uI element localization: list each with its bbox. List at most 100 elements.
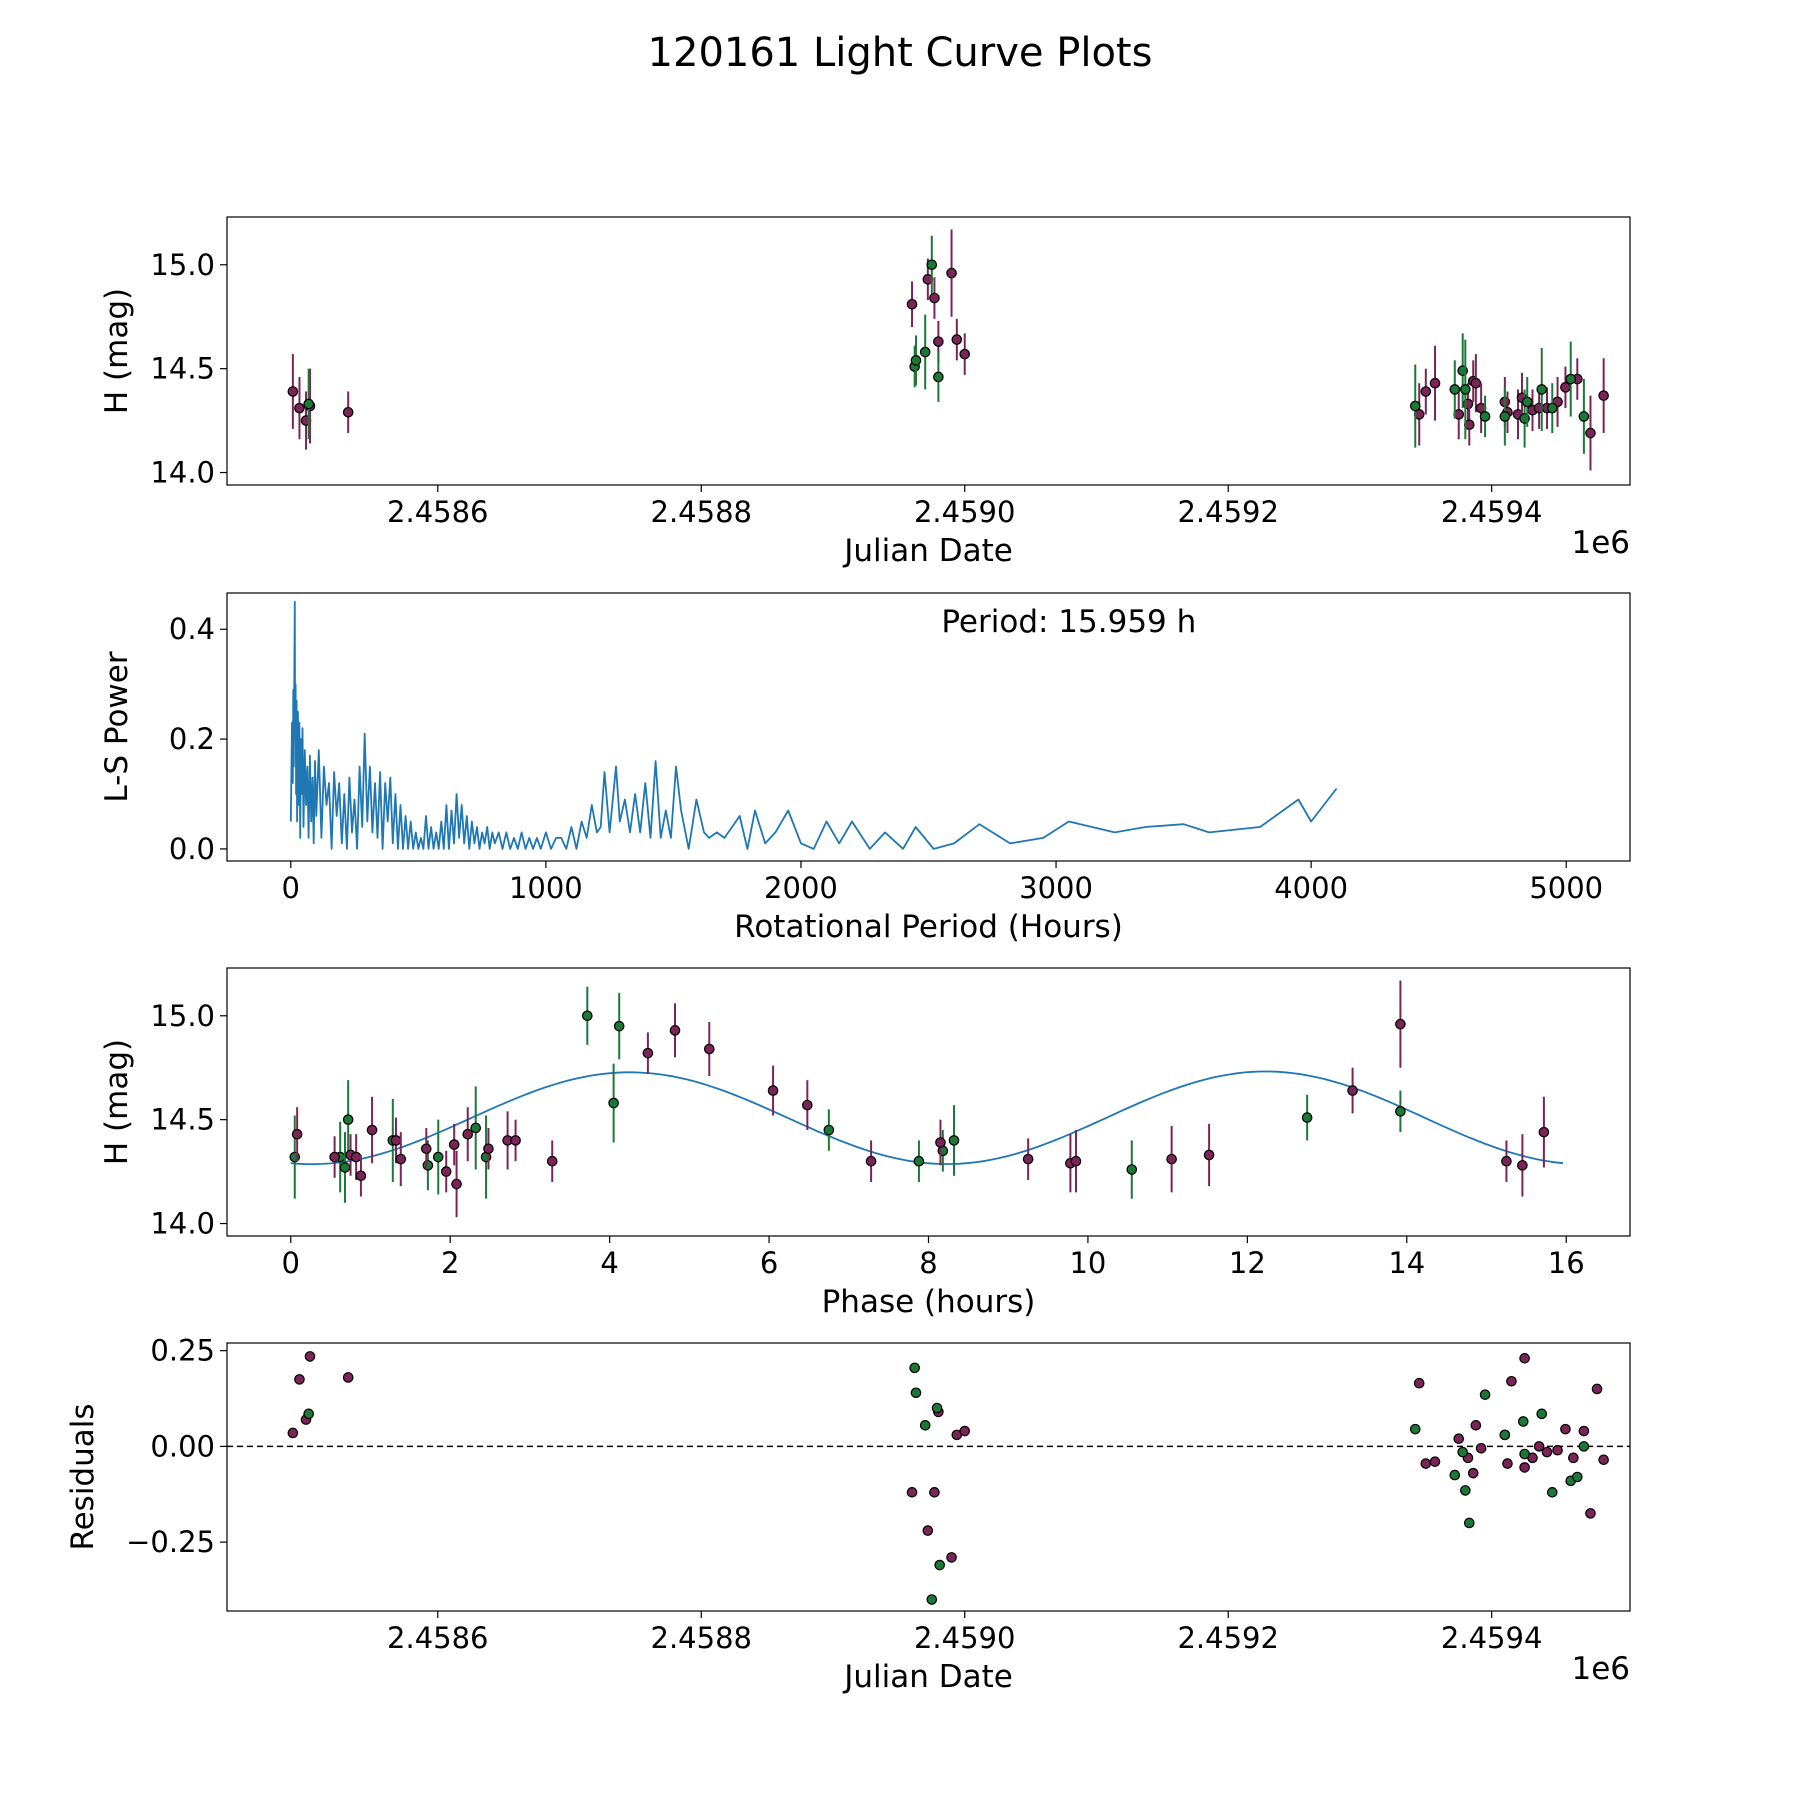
- periodogram-x-axis-label: Rotational Period (Hours): [734, 909, 1123, 945]
- phased-point-green: [339, 1162, 351, 1173]
- lightcurve-point-purple: [1429, 377, 1441, 389]
- residuals-point-green: [1460, 1485, 1471, 1496]
- residuals-x-tick-label: 2.4592: [1177, 1621, 1278, 1655]
- phased-point-green: [342, 1114, 354, 1125]
- residuals-point-purple: [294, 1374, 305, 1385]
- residuals-point-purple: [929, 1487, 940, 1498]
- phased-point-purple: [1203, 1149, 1215, 1161]
- lightcurve-frame: [226, 216, 1631, 486]
- phased-point-purple: [390, 1135, 402, 1146]
- residuals-y-tick-label: −0.25: [126, 1525, 215, 1559]
- phased-point-purple: [448, 1139, 460, 1150]
- phased-point-purple: [483, 1143, 494, 1155]
- lightcurve-y-tick-label: 14.5: [150, 352, 215, 386]
- phased-point-green: [823, 1124, 835, 1136]
- residuals-point-green: [303, 1408, 314, 1420]
- lightcurve-point-green: [1460, 384, 1471, 395]
- phased-ticks: 0 2 4 6 8 10 12 14 16 14.0 14.5 15.0: [150, 999, 1584, 1280]
- periodogram-y-tick-label: 0.4: [169, 612, 215, 646]
- periodogram-panel: 0 1000 2000 3000 4000 5000 0.0 0.2 0.4 Rotationa…: [99, 592, 1631, 945]
- lightcurve-point-purple: [951, 334, 963, 345]
- lightcurve-offset-label: 1e6: [1571, 525, 1630, 561]
- phased-point-purple: [865, 1155, 877, 1167]
- phased-point-purple: [935, 1137, 946, 1148]
- residuals-point-green: [934, 1559, 945, 1571]
- phased-point-purple: [355, 1170, 367, 1182]
- residuals-point-purple: [1429, 1456, 1441, 1467]
- lightcurve-y-axis-label: H (mag): [99, 288, 135, 414]
- lightcurve-y-tick-label: 15.0: [150, 248, 215, 282]
- phased-point-green: [948, 1135, 960, 1146]
- phased-fit-curve: [290, 1070, 1564, 1165]
- residuals-point-purple: [342, 1372, 354, 1383]
- periodogram-frame: [226, 592, 1631, 862]
- phased-marks: [289, 980, 1564, 1218]
- phased-point-purple: [1347, 1085, 1358, 1096]
- residuals-point-purple: [1541, 1446, 1553, 1458]
- lightcurve-point-purple: [1420, 386, 1432, 397]
- lightcurve-x-tick-label: 2.4588: [651, 495, 752, 529]
- residuals-point-green: [1457, 1446, 1468, 1458]
- residuals-x-tick-label: 2.4586: [387, 1621, 488, 1655]
- residuals-point-green: [910, 1387, 922, 1399]
- lightcurve-point-purple: [342, 406, 354, 418]
- phased-point-purple: [703, 1043, 715, 1055]
- residuals-x-axis-label: Julian Date: [842, 1659, 1013, 1695]
- residuals-point-purple: [1519, 1462, 1530, 1473]
- phased-point-green: [422, 1160, 434, 1171]
- phased-point-green: [608, 1097, 619, 1109]
- phased-point-purple: [451, 1178, 462, 1190]
- lightcurve-point-purple: [294, 402, 305, 414]
- residuals-x-tick-label: 2.4588: [651, 1621, 752, 1655]
- residuals-point-purple: [1506, 1375, 1517, 1387]
- lightcurve-point-purple: [959, 348, 971, 360]
- residuals-point-green: [1536, 1408, 1548, 1420]
- lightcurve-point-green: [933, 371, 944, 383]
- lightcurve-point-green: [1449, 384, 1461, 395]
- phased-point-purple: [440, 1166, 452, 1177]
- residuals-point-purple: [1568, 1452, 1579, 1464]
- residuals-point-purple: [1420, 1458, 1432, 1469]
- phased-point-purple: [462, 1128, 474, 1140]
- phased-point-purple: [1022, 1153, 1034, 1165]
- periodogram-x-tick-label: 4000: [1274, 871, 1348, 905]
- phased-point-purple: [366, 1124, 378, 1136]
- phased-point-purple: [1395, 1018, 1406, 1030]
- residuals-point-green: [1463, 1517, 1475, 1529]
- residuals-point-purple: [304, 1351, 316, 1362]
- phased-x-tick-label: 12: [1229, 1246, 1266, 1280]
- residuals-x-tick-label: 2.4590: [914, 1621, 1015, 1655]
- phased-x-axis-label: Phase (hours): [822, 1284, 1036, 1320]
- phased-x-tick-label: 0: [282, 1246, 300, 1280]
- periodogram-x-tick-label: 3000: [1019, 871, 1093, 905]
- residuals-point-purple: [1533, 1441, 1545, 1452]
- residuals-x-tick-label: 2.4594: [1441, 1621, 1542, 1655]
- residuals-point-purple: [1578, 1425, 1590, 1437]
- residuals-point-purple: [1519, 1353, 1530, 1364]
- lightcurve-point-purple: [906, 298, 918, 310]
- phased-y-tick-label: 14.5: [150, 1103, 215, 1137]
- residuals-point-green: [1578, 1441, 1590, 1452]
- residuals-point-green: [909, 1362, 920, 1374]
- phased-y-tick-label: 15.0: [150, 999, 215, 1033]
- phased-y-tick-label: 14.0: [150, 1207, 215, 1241]
- phased-y-axis-label: H (mag): [99, 1039, 135, 1165]
- lightcurve-point-purple: [946, 267, 957, 279]
- phased-point-purple: [1538, 1126, 1550, 1138]
- phased-point-purple: [1070, 1155, 1082, 1167]
- lightcurve-x-tick-label: 2.4594: [1441, 495, 1542, 529]
- phased-point-purple: [510, 1135, 521, 1146]
- phased-point-purple: [291, 1128, 303, 1140]
- residuals-point-purple: [1585, 1508, 1596, 1519]
- phased-point-green: [613, 1020, 625, 1032]
- lightcurve-point-green: [926, 259, 938, 271]
- residuals-point-green: [1517, 1416, 1529, 1427]
- periodogram-ticks: 0 1000 2000 3000 4000 5000 0.0 0.2 0.4: [169, 612, 1603, 905]
- phased-x-tick-label: 16: [1548, 1246, 1585, 1280]
- periodogram-x-tick-label: 1000: [509, 871, 583, 905]
- lightcurve-x-tick-label: 2.4590: [914, 495, 1015, 529]
- lightcurve-point-green: [910, 355, 922, 366]
- residuals-y-tick-label: 0.25: [150, 1334, 215, 1368]
- lightcurve-point-green: [1546, 402, 1558, 414]
